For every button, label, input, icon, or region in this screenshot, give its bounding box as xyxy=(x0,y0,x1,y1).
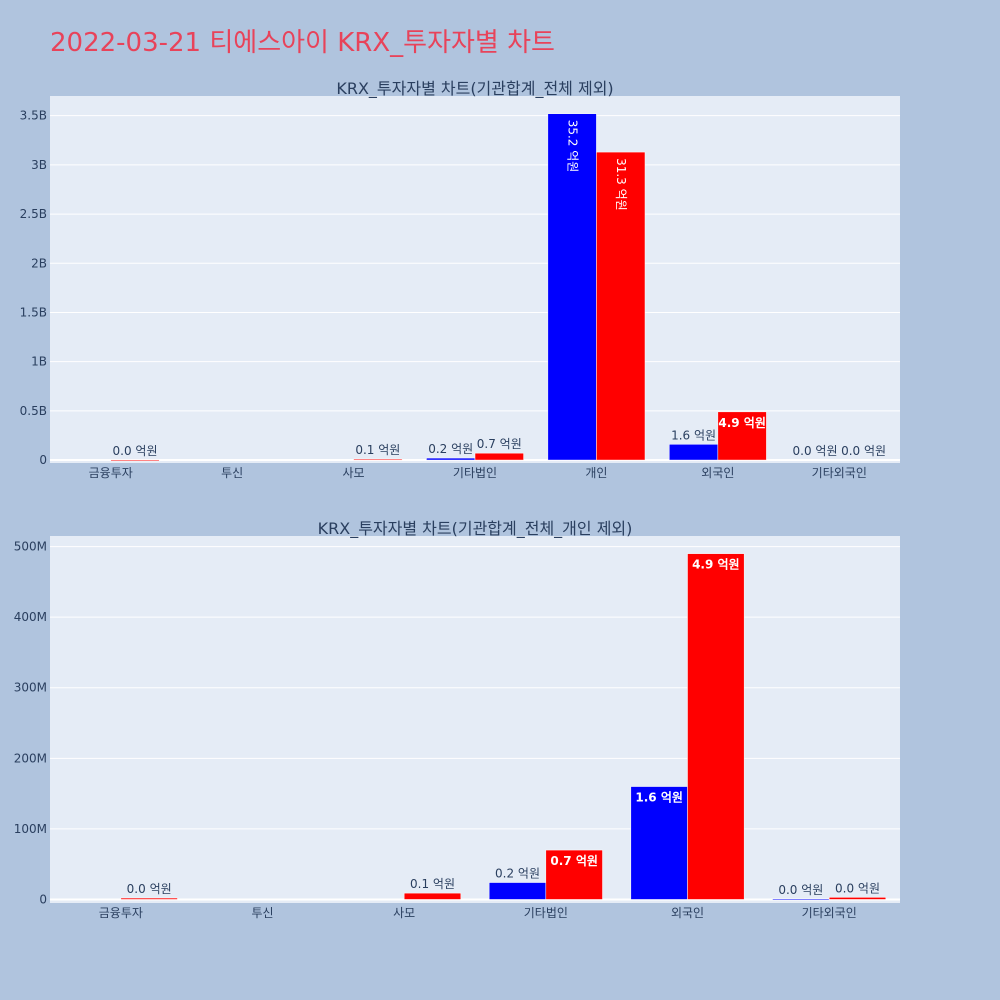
data-label: 0.0 억원 xyxy=(835,881,880,895)
y-tick-label: 3B xyxy=(31,158,47,172)
page-title: 2022-03-21 티에스아이 KRX_투자자별 차트 xyxy=(50,28,555,58)
y-tick-label: 1.5B xyxy=(20,305,47,319)
bar xyxy=(717,411,767,461)
bar xyxy=(474,452,524,461)
data-label: 0.0 억원 xyxy=(778,883,823,897)
bar xyxy=(488,882,547,900)
x-tick-label: 기타법인 xyxy=(453,466,497,480)
bar xyxy=(353,458,403,461)
y-tick-label: 0 xyxy=(39,453,47,467)
bar xyxy=(687,553,745,900)
x-tick-label: 외국인 xyxy=(671,906,704,920)
y-tick-label: 0.5B xyxy=(20,404,47,418)
x-tick-label: 외국인 xyxy=(701,466,734,480)
x-tick-label: 금융투자 xyxy=(99,906,143,920)
y-tick-label: 400M xyxy=(14,610,47,624)
plot-area xyxy=(50,96,900,463)
bar xyxy=(772,898,830,901)
bar xyxy=(110,459,160,462)
data-label: 1.6 억원 xyxy=(635,791,683,805)
plot-area xyxy=(50,536,900,903)
y-tick-label: 2.5B xyxy=(20,207,47,221)
y-tick-label: 300M xyxy=(14,681,47,695)
y-tick-label: 100M xyxy=(14,822,47,836)
x-tick-label: 기타외국인 xyxy=(802,906,857,920)
y-tick-label: 2B xyxy=(31,256,47,270)
x-tick-label: 사모 xyxy=(343,466,365,480)
x-tick-label: 사모 xyxy=(393,906,415,920)
x-tick-label: 개인 xyxy=(585,466,607,480)
bar xyxy=(630,786,688,900)
data-label: 0.2 억원 xyxy=(495,867,540,881)
bar xyxy=(403,892,462,900)
x-tick-label: 투신 xyxy=(221,466,243,480)
x-tick-label: 투신 xyxy=(251,906,273,920)
data-label: 0.7 억원 xyxy=(477,437,522,451)
bar xyxy=(596,151,646,461)
data-label: 4.9 억원 xyxy=(718,416,766,430)
data-label: 0.1 억원 xyxy=(355,443,400,457)
y-tick-label: 1B xyxy=(31,355,47,369)
data-label: 0.1 억원 xyxy=(410,877,455,891)
bar xyxy=(828,897,887,900)
bar xyxy=(545,849,603,900)
y-tick-label: 500M xyxy=(14,540,47,554)
y-tick-label: 200M xyxy=(14,751,47,765)
data-label: 0.0 억원 xyxy=(113,444,158,458)
bar xyxy=(120,897,178,900)
chart-investor-excl-institution: KRX_투자자별 차트(기관합계_전체 제외) 0 0.5B 1B 1.5B 2B 2.5B… xyxy=(20,79,900,480)
bar xyxy=(669,444,719,461)
bar xyxy=(547,113,597,461)
y-tick-label: 0 xyxy=(39,892,47,906)
data-label: 0.0 억원 xyxy=(793,444,838,458)
bar xyxy=(426,457,476,461)
chart-investor-excl-institution-individual: KRX_투자자별 차트(기관합계_전체_개인 제외) 0 100M 200M 300M 4… xyxy=(14,519,900,920)
data-label: 1.6 억원 xyxy=(671,428,716,442)
data-label: 4.9 억원 xyxy=(692,558,740,572)
x-tick-label: 기타외국인 xyxy=(812,466,867,480)
data-label: 0.2 억원 xyxy=(428,442,473,456)
data-label: 0.0 억원 xyxy=(841,444,886,458)
data-label: 35.2 억원 xyxy=(566,120,580,173)
chart-title: KRX_투자자별 차트(기관합계_전체 제외) xyxy=(336,79,613,99)
x-tick-label: 기타법인 xyxy=(524,906,568,920)
data-label: 0.7 억원 xyxy=(550,854,598,868)
x-tick-label: 금융투자 xyxy=(89,466,133,480)
chart-title: KRX_투자자별 차트(기관합계_전체_개인 제외) xyxy=(318,519,633,539)
data-label: 31.3 억원 xyxy=(614,158,628,211)
data-label: 0.0 억원 xyxy=(127,882,172,896)
y-tick-label: 3.5B xyxy=(20,109,47,123)
